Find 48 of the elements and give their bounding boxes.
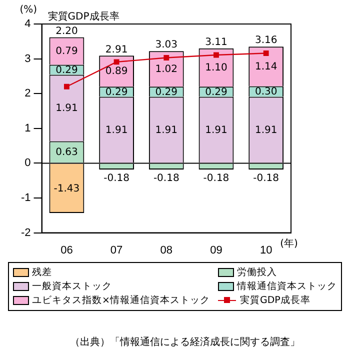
y-tick-label: 1 xyxy=(24,122,31,134)
total-label: 2.20 xyxy=(56,26,78,37)
data-label: 0.29 xyxy=(105,86,128,98)
text: （出典）「情報通信による経済成長に関する調査」 xyxy=(70,336,300,349)
legend-label: 情報通信資本ストック xyxy=(237,280,337,293)
data-label: 1.91 xyxy=(155,124,178,136)
data-label: 1.91 xyxy=(105,124,128,136)
data-label: 1.91 xyxy=(56,103,78,114)
data-label: 0.30 xyxy=(254,86,278,98)
text: 実質GDP成長率 xyxy=(48,10,120,23)
legend-label: 実質GDP成長率 xyxy=(240,294,310,307)
data-label: -0.18 xyxy=(104,173,130,184)
data-label: 1.91 xyxy=(254,124,278,136)
data-label: 0.89 xyxy=(105,66,128,78)
data-label: -1.43 xyxy=(54,183,80,194)
y-tick-label: -2 xyxy=(21,226,31,239)
y-tick-label: 2 xyxy=(24,88,31,100)
data-label: -0.18 xyxy=(153,173,180,184)
x-tick-label: 09 xyxy=(210,244,222,256)
legend-label: 一般資本ストック xyxy=(32,280,112,293)
data-label: -0.18 xyxy=(203,173,230,184)
data-label: 0.29 xyxy=(155,86,178,98)
y-axis-title: (%) xyxy=(20,4,38,16)
y-tick-label: 3 xyxy=(24,52,31,65)
x-tick-label: 07 xyxy=(110,244,123,256)
legend-label: 残差 xyxy=(32,266,52,279)
x-tick-label: 10 xyxy=(260,244,272,256)
total-label: 3.16 xyxy=(254,35,278,46)
data-label: 0.29 xyxy=(205,86,228,98)
y-tick-label: 0 xyxy=(24,157,31,170)
x-tick-label: 08 xyxy=(160,244,173,256)
legend-label: ユビキタス指数×情報通信資本ストック xyxy=(32,294,210,307)
total-label: 3.03 xyxy=(155,40,178,51)
x-tick-label: 06 xyxy=(60,244,73,256)
total-label: 3.11 xyxy=(205,36,228,48)
data-label: 1.10 xyxy=(205,62,228,74)
data-label: 0.29 xyxy=(56,64,78,76)
data-label: 1.02 xyxy=(155,64,178,75)
data-label: 1.91 xyxy=(205,124,228,136)
x-axis-title: (年) xyxy=(280,237,298,250)
data-label: 1.14 xyxy=(254,62,278,73)
y-tick-label: -1 xyxy=(21,192,31,204)
total-label: 2.91 xyxy=(105,44,128,56)
data-label: 0.79 xyxy=(56,46,78,58)
legend-label: 労働投入 xyxy=(237,266,277,279)
data-label: 0.63 xyxy=(56,147,78,158)
data-label: -0.18 xyxy=(253,173,280,184)
y-tick-label: 4 xyxy=(24,18,31,30)
